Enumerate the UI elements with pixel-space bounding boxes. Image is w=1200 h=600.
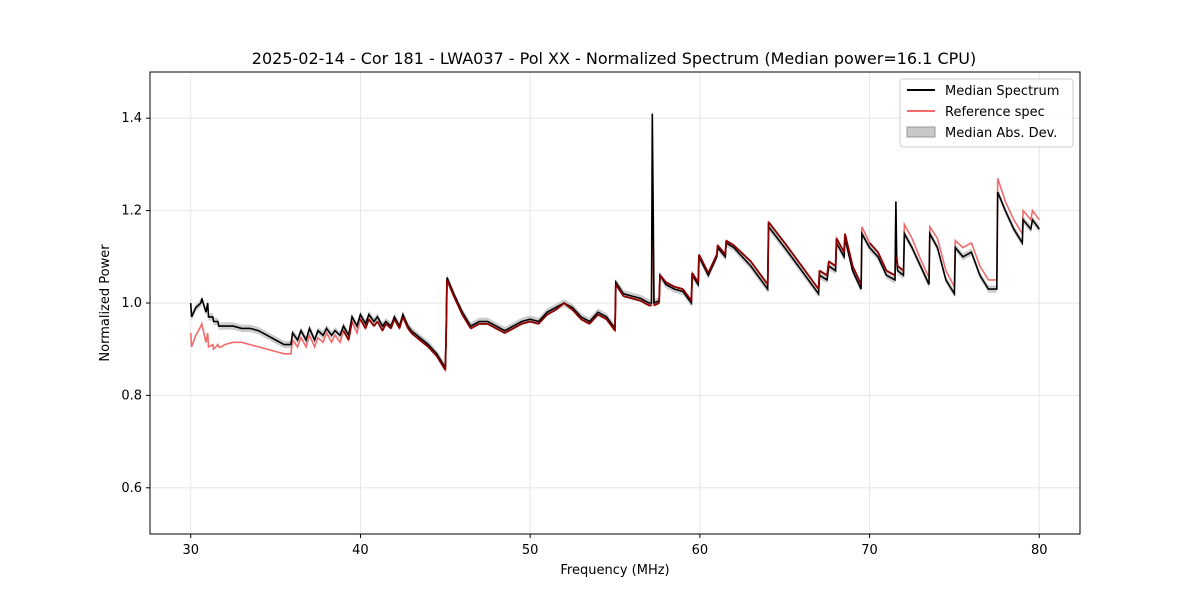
y-tick-label: 0.6 (121, 481, 142, 496)
legend-reference-label: Reference spec (945, 105, 1045, 120)
y-axis-label: Normalized Power (98, 244, 113, 362)
legend-median-label: Median Spectrum (945, 84, 1059, 99)
x-tick-label: 40 (352, 543, 369, 558)
x-tick-label: 70 (861, 543, 878, 558)
x-tick-label: 30 (182, 543, 199, 558)
x-tick-label: 50 (522, 543, 539, 558)
data-layer (189, 109, 1040, 373)
x-tick-label: 80 (1031, 543, 1048, 558)
y-tick-label: 1.0 (121, 296, 142, 311)
chart-title: 2025-02-14 - Cor 181 - LWA037 - Pol XX -… (252, 49, 976, 68)
x-axis-label: Frequency (MHz) (560, 563, 669, 578)
y-tick-label: 0.8 (121, 388, 142, 403)
y-tick-label: 1.2 (121, 204, 142, 219)
series-reference-spec (189, 178, 1040, 373)
legend: Median Spectrum Reference spec Median Ab… (899, 78, 1074, 148)
legend-mad-label: Median Abs. Dev. (945, 126, 1057, 141)
legend-mad-swatch (906, 126, 936, 138)
y-tick-label: 1.4 (121, 111, 142, 126)
axis-ticks: 30 40 50 60 70 80 0.6 0.8 1.0 1.2 1.4 (121, 111, 1047, 558)
series-median-spectrum (189, 113, 1040, 371)
x-tick-label: 60 (692, 543, 709, 558)
legend-box (899, 78, 1074, 148)
series-overlap (342, 221, 905, 371)
